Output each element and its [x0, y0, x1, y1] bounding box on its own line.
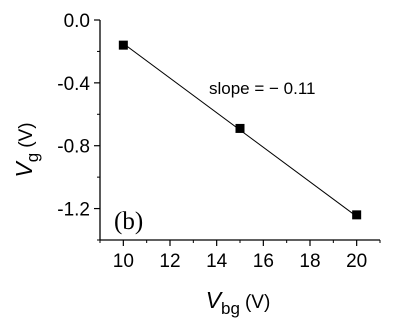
data-point [118, 40, 128, 50]
x-tick-label: 10 [113, 251, 134, 272]
y-axis-label-sub: g [23, 153, 42, 162]
y-tick-label: -0.8 [57, 137, 90, 158]
ticks [94, 19, 381, 246]
y-axis-label-unit: (V) [16, 122, 37, 147]
data-point [352, 210, 362, 220]
x-axis-label: Vbg (V) [206, 287, 271, 318]
y-axis-label: Vg (V) [11, 122, 42, 177]
y-axis-label-main: V [11, 160, 37, 178]
x-tick-label: 14 [206, 251, 228, 272]
x-tick-label: 12 [159, 251, 180, 272]
x-axis-label-sub: bg [221, 299, 240, 318]
panel-label: (b) [114, 208, 143, 235]
x-axis-label-main: V [206, 287, 224, 313]
y-tick-label: 0.0 [64, 11, 90, 32]
x-tick-labels: 10 12 14 16 18 20 [113, 251, 367, 272]
x-tick-label: 16 [253, 251, 274, 272]
slope-annotation: slope = − 0.11 [209, 79, 316, 98]
x-axis-label-unit: (V) [245, 292, 270, 313]
y-tick-label: -0.4 [57, 74, 90, 95]
y-tick-labels: 0.0 -0.4 -0.8 -1.2 [57, 11, 90, 221]
y-tick-label: -1.2 [57, 200, 90, 221]
x-tick-label: 20 [346, 251, 367, 272]
data-point [235, 123, 245, 133]
data-points [118, 40, 362, 220]
x-tick-label: 18 [299, 251, 320, 272]
